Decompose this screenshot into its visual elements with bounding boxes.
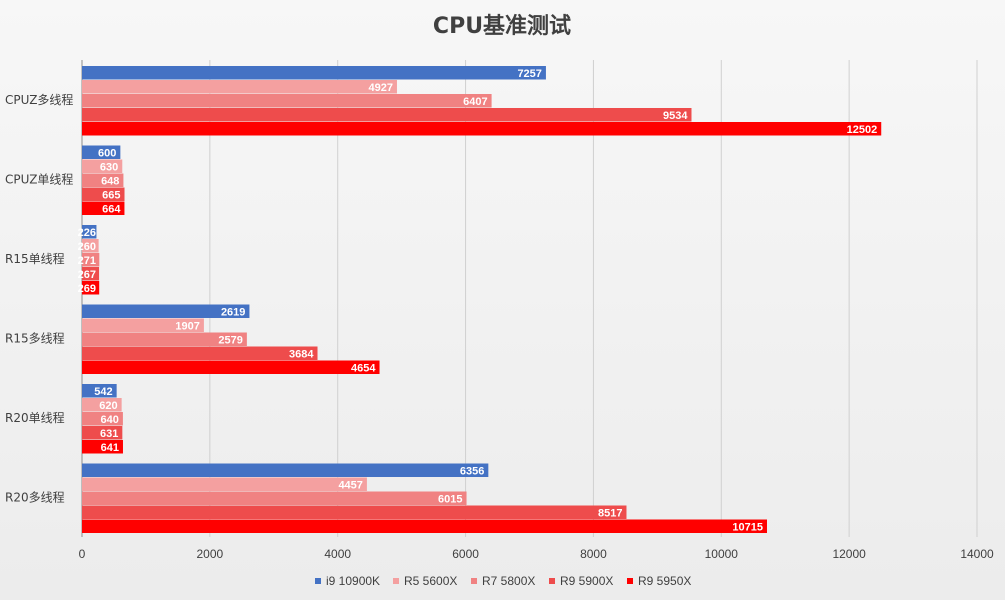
data-label: 4457 (338, 480, 362, 492)
bars (82, 66, 882, 533)
x-tick-label: 14000 (960, 547, 994, 561)
x-tick-label: 4000 (324, 547, 351, 561)
bar (82, 360, 380, 374)
bar (82, 122, 882, 136)
data-label: 4654 (351, 363, 376, 375)
legend-item: i9 10900K (326, 574, 380, 588)
bar (82, 426, 123, 440)
data-label: 648 (101, 176, 119, 188)
legend-item: R5 5600X (404, 574, 457, 588)
legend-swatch (549, 578, 555, 584)
bar (82, 253, 100, 267)
bar (82, 491, 467, 505)
bar (82, 159, 123, 173)
data-label: 10715 (732, 522, 763, 534)
bar (82, 80, 397, 94)
legend-swatch (393, 578, 399, 584)
bar (82, 108, 692, 122)
bar (82, 477, 367, 491)
bar (82, 94, 492, 108)
data-label: 664 (102, 204, 121, 216)
data-label: 631 (100, 428, 118, 440)
legend-item: R9 5900X (560, 574, 613, 588)
bar (82, 66, 546, 80)
data-label: 600 (98, 148, 116, 160)
legend-item: R9 5950X (638, 574, 691, 588)
data-label: 3684 (289, 349, 314, 361)
data-label: 6356 (460, 466, 484, 478)
bar (82, 505, 627, 519)
x-tick-label: 0 (79, 547, 86, 561)
data-label: 269 (78, 283, 96, 295)
x-tick-label: 2000 (197, 547, 224, 561)
data-label: 542 (94, 386, 112, 398)
data-label: 4927 (368, 82, 392, 94)
data-label: 271 (78, 255, 96, 267)
category-label: R20单线程 (5, 410, 65, 425)
bar (82, 412, 123, 426)
x-tick-label: 6000 (452, 547, 479, 561)
bar (82, 173, 124, 187)
data-label: 9534 (663, 110, 688, 122)
bar (82, 187, 125, 201)
bar (82, 201, 125, 215)
x-tick-label: 8000 (580, 547, 607, 561)
category-labels: CPUZ多线程 CPUZ单线程 R15单线程 R15多线程 R20单线程 R20多线程 (5, 92, 73, 505)
data-label: 640 (101, 414, 119, 426)
category-label: CPUZ多线程 (5, 92, 73, 107)
bar (82, 346, 318, 360)
chart-title: CPU基准测试 (433, 14, 571, 39)
data-labels: 7257 4927 6407 9534 12502 600 630 648 665 664 226 2… (78, 68, 878, 534)
legend-swatch (315, 578, 321, 584)
x-axis-ticks: 0 2000 4000 6000 8000 10000 12000 14000 (79, 547, 994, 561)
legend-item: R7 5800X (482, 574, 535, 588)
category-label: R20多线程 (5, 489, 65, 504)
data-label: 620 (99, 400, 117, 412)
legend-swatch (627, 578, 633, 584)
bar (82, 332, 247, 346)
data-label: 7257 (517, 68, 541, 80)
data-label: 6407 (463, 96, 487, 108)
bar (82, 519, 767, 533)
data-label: 641 (101, 442, 119, 454)
bar (82, 304, 250, 318)
data-label: 226 (78, 227, 96, 239)
bar (82, 440, 123, 454)
x-tick-label: 12000 (832, 547, 866, 561)
data-label: 2579 (218, 335, 242, 347)
bar (82, 267, 100, 281)
bar (82, 145, 121, 159)
data-label: 267 (78, 269, 96, 281)
bar (82, 398, 122, 412)
category-label: R15单线程 (5, 251, 65, 266)
data-label: 8517 (598, 508, 622, 520)
data-label: 1907 (175, 321, 199, 333)
bar (82, 318, 204, 332)
bar (82, 225, 97, 239)
data-label: 12502 (847, 124, 878, 136)
data-label: 6015 (438, 494, 462, 506)
bar (82, 463, 489, 477)
bar (82, 281, 100, 295)
data-label: 665 (102, 190, 120, 202)
legend-swatch (471, 578, 477, 584)
bar (82, 384, 117, 398)
data-label: 630 (100, 162, 118, 174)
data-label: 260 (78, 241, 96, 253)
category-label: R15多线程 (5, 330, 65, 345)
bar (82, 239, 99, 253)
data-label: 2619 (221, 307, 245, 319)
x-tick-label: 10000 (705, 547, 739, 561)
legend: i9 10900K R5 5600X R7 5800X R9 5900X R9 5950… (315, 574, 691, 588)
gridlines (81, 60, 978, 537)
category-label: CPUZ单线程 (5, 171, 73, 186)
